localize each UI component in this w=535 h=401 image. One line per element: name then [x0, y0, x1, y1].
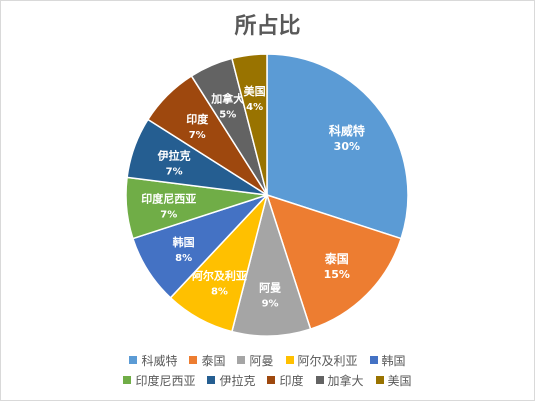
legend-label: 美国 — [387, 373, 412, 388]
legend-item: 加拿大 — [315, 372, 364, 389]
pie-slice — [265, 193, 403, 331]
legend-label: 阿曼 — [249, 353, 274, 368]
slice-category-label: 阿尔及利亚 — [192, 268, 247, 282]
legend-item: 阿曼 — [237, 352, 274, 369]
legend-item: 韩国 — [369, 352, 406, 369]
legend-label: 韩国 — [381, 353, 406, 368]
legend-swatch — [129, 356, 138, 364]
legend-swatch — [315, 376, 324, 384]
legend-label: 加拿大 — [327, 373, 364, 388]
legend-row: 印度尼西亚 伊拉克 印度 加拿大 美国 — [0, 370, 535, 390]
slice-value-label: 30% — [334, 140, 360, 153]
legend-item: 科威特 — [129, 352, 177, 369]
slice-value-label: 4% — [246, 102, 263, 113]
legend-label: 科威特 — [141, 353, 178, 368]
slice-category-label: 泰国 — [324, 251, 349, 266]
pie-slice — [231, 192, 312, 337]
legend-swatch — [207, 376, 216, 384]
legend-item: 印度尼西亚 — [123, 372, 195, 389]
legend-swatch — [375, 376, 384, 384]
pie-slice — [266, 53, 409, 240]
legend-swatch — [285, 356, 294, 364]
legend-swatch — [267, 376, 276, 384]
slice-value-label: 5% — [219, 109, 236, 120]
legend-label: 印度 — [279, 373, 304, 388]
slice-category-label: 伊拉克 — [157, 149, 191, 163]
slice-category-label: 科威特 — [329, 123, 365, 138]
slice-category-label: 美国 — [244, 84, 266, 98]
legend-swatch — [123, 376, 132, 384]
slice-category-label: 阿曼 — [259, 281, 281, 295]
legend-item: 印度 — [267, 372, 304, 389]
legend-item: 伊拉克 — [207, 372, 255, 389]
legend-label: 伊拉克 — [219, 373, 256, 388]
slice-value-label: 8% — [211, 286, 228, 297]
legend-label: 印度尼西亚 — [135, 373, 196, 388]
slice-value-label: 8% — [175, 253, 192, 264]
legend-item: 泰国 — [189, 352, 225, 369]
legend-label: 泰国 — [201, 353, 226, 368]
pie-chart: 科威特30%泰国15%阿曼9%阿尔及利亚8%韩国8%印度尼西亚7%伊拉克7%印度… — [125, 53, 409, 337]
legend-swatch — [189, 356, 198, 364]
slice-value-label: 7% — [160, 209, 177, 220]
slice-value-label: 9% — [262, 299, 279, 310]
legend-label: 阿尔及利亚 — [297, 353, 358, 368]
legend-swatch — [369, 356, 378, 364]
slice-category-label: 印度尼西亚 — [141, 191, 196, 205]
slice-category-label: 加拿大 — [210, 91, 244, 105]
slice-category-label: 韩国 — [173, 235, 195, 249]
chart-title: 所占比 — [234, 13, 301, 39]
slice-category-label: 印度 — [186, 112, 209, 126]
slice-value-label: 15% — [324, 268, 350, 281]
legend-row: 科威特 泰国 阿曼 阿尔及利亚 韩国 — [0, 350, 535, 370]
slice-value-label: 7% — [189, 130, 206, 141]
pie-slice — [231, 53, 268, 196]
legend-swatch — [237, 356, 246, 364]
legend-item: 美国 — [375, 372, 412, 389]
legend-item: 阿尔及利亚 — [285, 352, 358, 369]
legend: 科威特 泰国 阿曼 阿尔及利亚 韩国 印度尼西亚 伊拉克 印度 加拿大 美国 — [0, 350, 535, 390]
slice-value-label: 7% — [166, 167, 183, 178]
